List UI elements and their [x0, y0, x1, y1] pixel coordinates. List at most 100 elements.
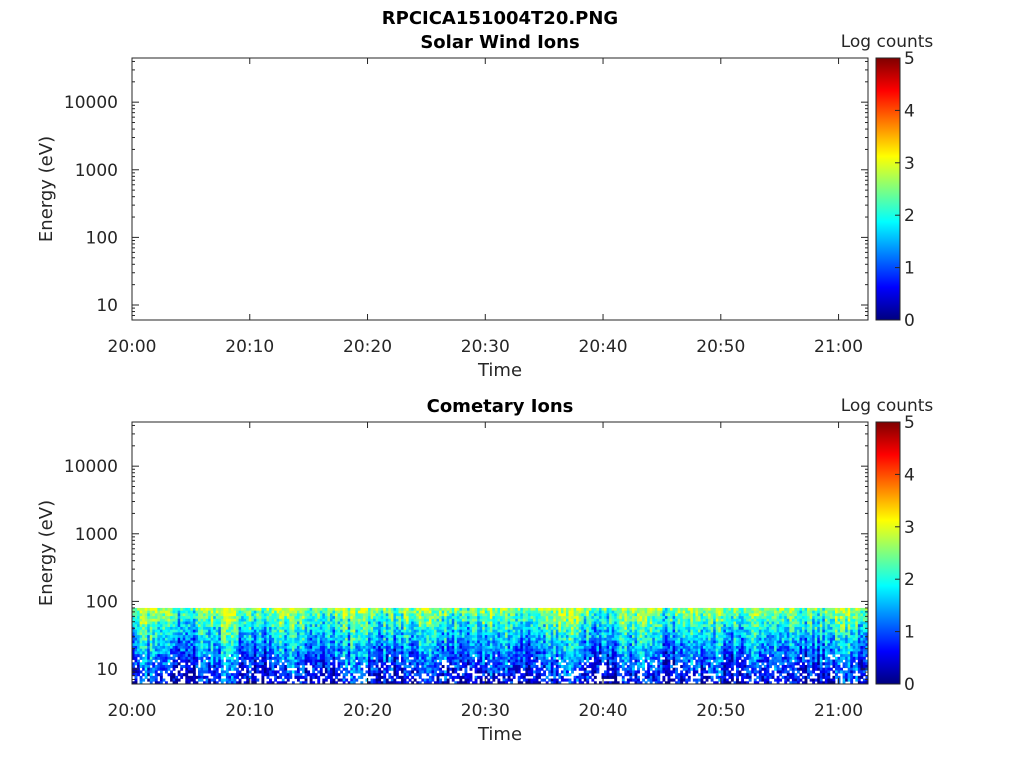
heatmap-cell	[510, 626, 514, 631]
heatmap-cell	[302, 613, 305, 617]
heatmap-cell	[558, 637, 562, 641]
heatmap-cell	[218, 651, 222, 655]
heatmap-cell	[469, 662, 473, 666]
heatmap-cell	[345, 648, 349, 652]
heatmap-cell	[347, 610, 351, 614]
heatmap-cell	[289, 654, 293, 658]
heatmap-cell	[520, 616, 524, 620]
heatmap-cell	[332, 629, 336, 633]
heatmap-cell	[479, 626, 483, 631]
heatmap-cell	[535, 645, 539, 650]
heatmap-cell	[576, 675, 580, 679]
heatmap-cell	[263, 613, 267, 617]
heatmap-cell	[505, 667, 508, 671]
heatmap-cell	[337, 640, 341, 644]
heatmap-cell	[469, 635, 473, 639]
heatmap-cell	[332, 607, 336, 612]
heatmap-cell	[434, 670, 437, 674]
heatmap-cell	[375, 673, 379, 677]
heatmap-cell	[571, 624, 574, 628]
heatmap-cell	[258, 640, 262, 644]
heatmap-cell	[456, 640, 460, 644]
heatmap-cell	[137, 648, 140, 652]
heatmap-cell	[319, 651, 323, 655]
heatmap-cell	[208, 643, 212, 647]
heatmap-cell	[593, 632, 597, 636]
heatmap-cell	[195, 621, 199, 625]
heatmap-cell	[243, 629, 247, 633]
heatmap-cell	[375, 662, 379, 666]
heatmap-cell	[291, 607, 295, 612]
heatmap-cell	[439, 645, 442, 650]
heatmap-cell	[535, 613, 539, 617]
heatmap-cell	[243, 616, 247, 620]
heatmap-cell	[616, 640, 620, 644]
heatmap-cell	[248, 621, 252, 625]
heatmap-cell	[172, 662, 176, 666]
heatmap-cell	[413, 673, 417, 677]
heatmap-cell	[175, 664, 179, 669]
colorbar-tick-label: 5	[904, 49, 915, 69]
heatmap-cell	[192, 624, 196, 628]
heatmap-cell	[581, 632, 585, 636]
heatmap-cell	[393, 637, 397, 641]
heatmap-cell	[487, 645, 491, 650]
heatmap-cell	[159, 613, 163, 617]
heatmap-cell	[276, 662, 280, 666]
heatmap-cell	[588, 618, 592, 622]
heatmap-cell	[373, 640, 376, 644]
heatmap-cell	[571, 607, 574, 612]
heatmap-cell	[398, 632, 402, 636]
heatmap-cell	[337, 632, 341, 636]
heatmap-cell	[406, 675, 409, 679]
heatmap-cell	[147, 659, 151, 663]
heatmap-cell	[532, 635, 536, 639]
heatmap-cell	[190, 640, 194, 644]
heatmap-cell	[213, 656, 217, 660]
heatmap-cell	[172, 654, 176, 658]
heatmap-cell	[512, 656, 516, 660]
heatmap-cell	[492, 624, 496, 628]
heatmap-cell	[593, 648, 597, 652]
heatmap-cell	[190, 656, 194, 660]
heatmap-cell	[223, 613, 227, 617]
heatmap-cell	[418, 635, 422, 639]
heatmap-cell	[248, 607, 252, 612]
heatmap-cell	[304, 645, 308, 650]
heatmap-cell	[571, 662, 574, 666]
heatmap-cell	[215, 651, 219, 655]
heatmap-cell	[286, 624, 290, 628]
heatmap-cell	[185, 664, 189, 669]
heatmap-cell	[530, 610, 534, 614]
heatmap-cell	[474, 664, 478, 669]
heatmap-cell	[340, 616, 343, 620]
heatmap-cell	[375, 643, 379, 647]
heatmap-cell	[583, 632, 587, 636]
heatmap-cell	[205, 645, 209, 650]
heatmap-cell	[218, 656, 222, 660]
heatmap-cell	[502, 667, 506, 671]
heatmap-cell	[238, 681, 242, 684]
heatmap-cell	[482, 624, 486, 628]
heatmap-cell	[406, 626, 409, 631]
heatmap-cell	[426, 648, 430, 652]
heatmap-cell	[388, 648, 392, 652]
heatmap-cell	[192, 610, 196, 614]
heatmap-cell	[525, 681, 529, 684]
heatmap-cell	[192, 607, 196, 612]
heatmap-cell	[167, 635, 171, 639]
heatmap-cell	[205, 678, 209, 682]
heatmap-cell	[324, 656, 328, 660]
heatmap-cell	[362, 673, 366, 677]
heatmap-cell	[375, 640, 379, 644]
heatmap-cell	[477, 637, 481, 641]
heatmap-cell	[573, 610, 577, 614]
heatmap-cell	[593, 607, 597, 612]
heatmap-cell	[360, 670, 364, 674]
heatmap-cell	[182, 621, 186, 625]
heatmap-cell	[132, 651, 135, 655]
heatmap-cell	[352, 618, 356, 622]
heatmap-cell	[225, 681, 229, 684]
heatmap-cell	[388, 629, 392, 633]
heatmap-cell	[398, 629, 402, 633]
